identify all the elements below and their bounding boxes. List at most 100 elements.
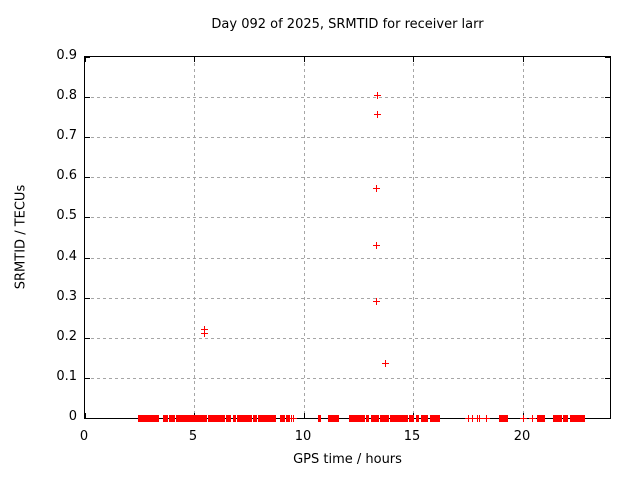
zero-point-marker (476, 415, 483, 422)
y-tick-right (605, 177, 610, 178)
x-tick-label: 15 (403, 429, 421, 444)
zero-line-cluster (570, 415, 585, 422)
zero-line-cluster (409, 415, 414, 422)
y-tick-left (85, 137, 90, 138)
zero-line-cluster (328, 415, 339, 422)
zero-line-cluster (366, 415, 369, 422)
zero-line-cluster (237, 415, 252, 422)
gridline-y-0.2 (85, 338, 610, 339)
data-point-marker (373, 298, 380, 305)
zero-line-cluster (280, 415, 285, 422)
x-tick-label: 10 (294, 429, 312, 444)
y-tick-left (85, 97, 90, 98)
y-tick-left (85, 258, 90, 259)
x-tick-label: 20 (513, 429, 531, 444)
data-point-marker (201, 330, 208, 337)
gridline-y-0.6 (85, 177, 610, 178)
gridline-y-0.4 (85, 258, 610, 259)
y-tick-right (605, 378, 610, 379)
y-tick-right (605, 217, 610, 218)
zero-line-cluster (421, 415, 428, 422)
y-tick-left (85, 378, 90, 379)
y-tick-label: 0.4 (56, 249, 77, 264)
gridline-y-0.5 (85, 217, 610, 218)
y-tick-right (605, 338, 610, 339)
gridline-y-0.7 (85, 137, 610, 138)
zero-line-cluster (499, 415, 508, 422)
x-tick-top (413, 57, 414, 62)
x-tick-top (523, 57, 524, 62)
y-tick-label: 0.2 (56, 329, 77, 344)
x-tick-label: 5 (188, 429, 198, 444)
x-axis-title: GPS time / hours (293, 452, 402, 467)
gridline-y-0.3 (85, 298, 610, 299)
zero-line-cluster (371, 415, 379, 422)
zero-point-marker (483, 415, 490, 422)
y-tick-left (85, 418, 90, 419)
x-tick-label: 0 (79, 429, 89, 444)
zero-line-cluster (176, 415, 204, 422)
y-tick-label: 0.9 (56, 48, 77, 63)
y-tick-label: 0.1 (56, 369, 77, 384)
zero-line-cluster (226, 415, 231, 422)
y-tick-left (85, 217, 90, 218)
zero-line-cluster (169, 415, 175, 422)
data-point-marker (374, 92, 381, 99)
y-axis-title: SRMTID / TECUs (13, 184, 29, 290)
y-tick-label: 0.6 (56, 168, 77, 183)
x-tick-bottom (304, 413, 305, 418)
zero-line-cluster (563, 415, 568, 422)
gridline-x-5 (194, 57, 195, 418)
y-tick-left (85, 338, 90, 339)
zero-line-cluster (233, 415, 236, 422)
zero-line-cluster (204, 415, 207, 422)
y-tick-left (85, 57, 90, 58)
y-tick-label: 0.3 (56, 289, 77, 304)
gridline-y-0.8 (85, 97, 610, 98)
zero-point-marker (290, 415, 297, 422)
zero-line-cluster (349, 415, 365, 422)
y-tick-right (605, 258, 610, 259)
y-tick-label: 0.8 (56, 88, 77, 103)
plot-area (84, 56, 611, 422)
y-tick-right (605, 97, 610, 98)
zero-line-cluster (430, 415, 440, 422)
x-tick-bottom (85, 413, 86, 418)
y-tick-right (605, 137, 610, 138)
zero-line-cluster (208, 415, 225, 422)
zero-point-marker (465, 415, 472, 422)
zero-line-cluster (258, 415, 276, 422)
x-tick-top (85, 57, 86, 62)
y-tick-left (85, 177, 90, 178)
y-tick-right (605, 57, 610, 58)
data-point-marker (382, 360, 389, 367)
y-tick-right (605, 298, 610, 299)
gridline-y-0.1 (85, 378, 610, 379)
x-tick-top (194, 57, 195, 62)
gridline-x-10 (304, 57, 305, 418)
y-tick-left (85, 298, 90, 299)
data-point-marker (201, 326, 208, 333)
y-tick-label: 0 (68, 409, 77, 424)
zero-line-cluster (380, 415, 389, 422)
zero-point-marker (469, 415, 476, 422)
y-tick-label: 0.5 (56, 208, 77, 223)
zero-line-cluster (553, 415, 562, 422)
zero-line-cluster (318, 415, 321, 422)
zero-point-marker (520, 415, 527, 422)
data-point-marker (374, 111, 381, 118)
gridline-x-15 (413, 57, 414, 418)
zero-line-cluster (537, 415, 545, 422)
zero-line-cluster (163, 415, 168, 422)
zero-line-cluster (138, 415, 159, 422)
x-tick-top (304, 57, 305, 62)
zero-line-cluster (390, 415, 408, 422)
y-tick-right (605, 418, 610, 419)
zero-point-marker (529, 415, 536, 422)
gridline-x-20 (523, 57, 524, 418)
zero-line-cluster (416, 415, 419, 422)
zero-line-cluster (253, 415, 257, 422)
y-tick-label: 0.7 (56, 128, 77, 143)
data-point-marker (373, 242, 380, 249)
